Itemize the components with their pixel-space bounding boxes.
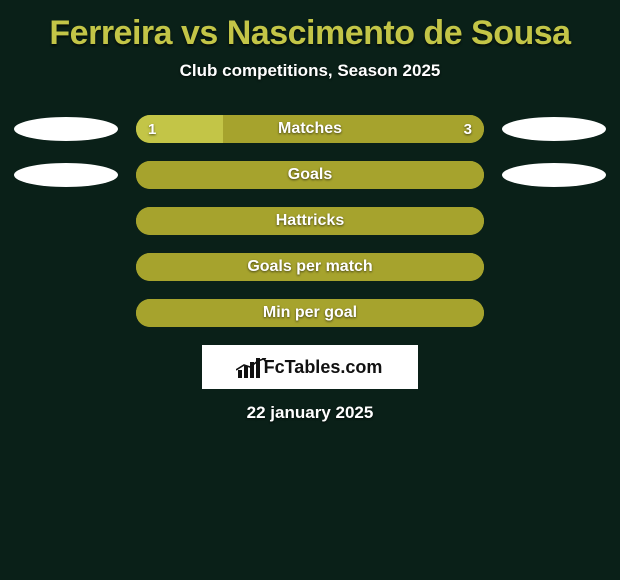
metric-value-right: 3 xyxy=(452,115,484,143)
page-title: Ferreira vs Nascimento de Sousa xyxy=(0,10,620,61)
metric-bar: Min per goal xyxy=(136,299,484,327)
metric-row: Matches1 3 xyxy=(6,115,614,143)
date-label: 22 january 2025 xyxy=(0,403,620,423)
logo-box: FcTables.com xyxy=(202,345,418,389)
metric-label: Goals per match xyxy=(136,253,484,281)
metric-row: Goals xyxy=(6,161,614,189)
player-avatar-left xyxy=(14,117,118,141)
metric-row: Min per goal xyxy=(6,299,614,327)
metric-bar: Hattricks xyxy=(136,207,484,235)
metric-row: Goals per match xyxy=(6,253,614,281)
metric-bar: Goals xyxy=(136,161,484,189)
player-avatar-left xyxy=(14,163,118,187)
subtitle: Club competitions, Season 2025 xyxy=(0,61,620,115)
player-avatar-right xyxy=(502,163,606,187)
logo-chart-icon xyxy=(238,356,260,378)
player-avatar-right xyxy=(502,117,606,141)
metric-label: Min per goal xyxy=(136,299,484,327)
metric-label: Goals xyxy=(136,161,484,189)
metric-value-left: 1 xyxy=(136,115,168,143)
metric-label: Hattricks xyxy=(136,207,484,235)
metric-label: Matches xyxy=(136,115,484,143)
metric-row: Hattricks xyxy=(6,207,614,235)
comparison-infographic: Ferreira vs Nascimento de Sousa Club com… xyxy=(0,0,620,423)
left-avatar-slot xyxy=(6,163,126,187)
right-avatar-slot xyxy=(494,117,614,141)
trend-line-icon xyxy=(236,358,268,372)
metric-bar: Goals per match xyxy=(136,253,484,281)
left-avatar-slot xyxy=(6,117,126,141)
logo-text: FcTables.com xyxy=(264,357,383,378)
right-avatar-slot xyxy=(494,163,614,187)
metric-bar: Matches1 3 xyxy=(136,115,484,143)
metric-rows: Matches1 3 Goals Hattricks Goals per match Mi… xyxy=(0,115,620,327)
